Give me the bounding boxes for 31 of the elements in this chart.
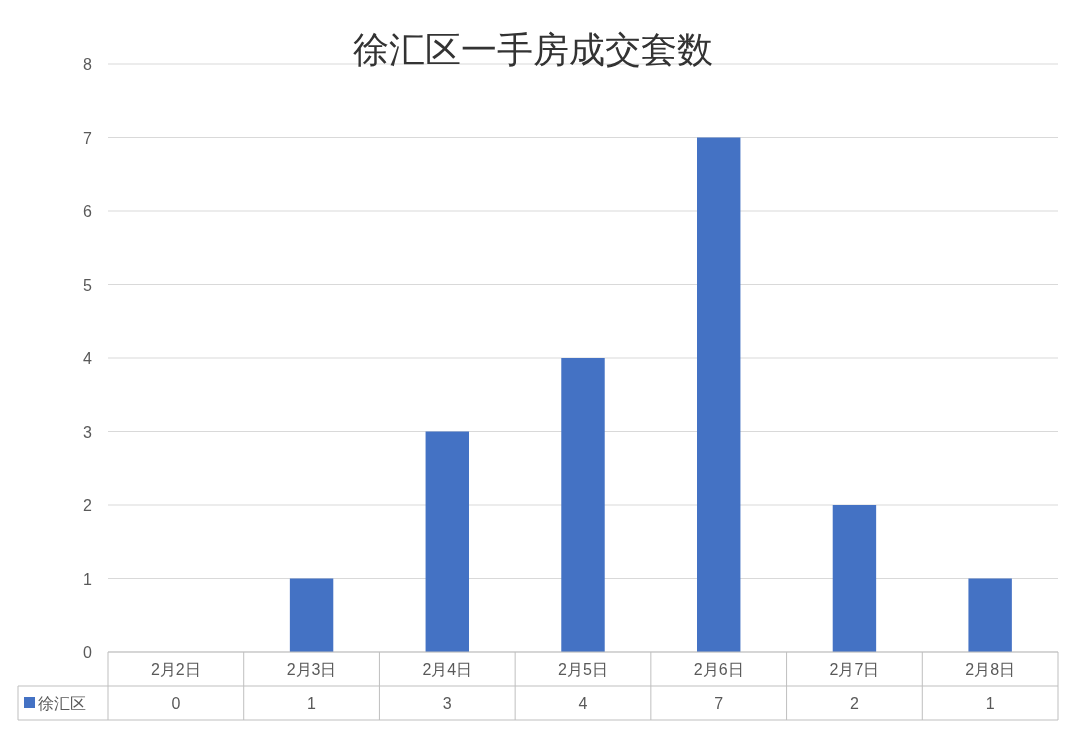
bar: [832, 505, 877, 652]
data-label: 1: [985, 695, 995, 712]
x-tick-label: 2月7日: [829, 661, 880, 678]
bar: [697, 137, 741, 652]
legend-label: 徐汇区: [38, 695, 86, 712]
x-tick-label: 2月4日: [422, 661, 473, 678]
data-label: 2: [849, 695, 859, 712]
data-label: 4: [578, 695, 588, 712]
y-tick-label: 5: [83, 276, 93, 294]
bar: [968, 578, 1012, 652]
chart-title: 徐汇区一手房成交套数: [353, 30, 713, 70]
y-tick-label: 4: [83, 350, 93, 367]
data-label: 3: [442, 695, 452, 712]
y-tick-label: 7: [83, 129, 93, 147]
x-tick-label: 2月5日: [558, 661, 608, 678]
data-label: 7: [714, 695, 724, 712]
y-tick-label: 1: [83, 570, 93, 588]
y-tick-label: 2: [83, 497, 93, 514]
y-tick-label: 0: [83, 644, 93, 661]
y-tick-label: 8: [83, 56, 93, 73]
bar: [561, 358, 605, 652]
x-tick-label: 2月2日: [150, 661, 201, 678]
data-label: 0: [171, 695, 181, 712]
bar: [425, 431, 469, 652]
bar: [289, 578, 334, 652]
data-label: 1: [307, 695, 317, 712]
y-tick-label: 6: [83, 203, 93, 220]
x-tick-label: 2月3日: [286, 661, 337, 678]
y-tick-label: 3: [83, 423, 93, 441]
x-tick-label: 2月6日: [693, 661, 744, 678]
x-tick-label: 2月8日: [965, 661, 1016, 678]
